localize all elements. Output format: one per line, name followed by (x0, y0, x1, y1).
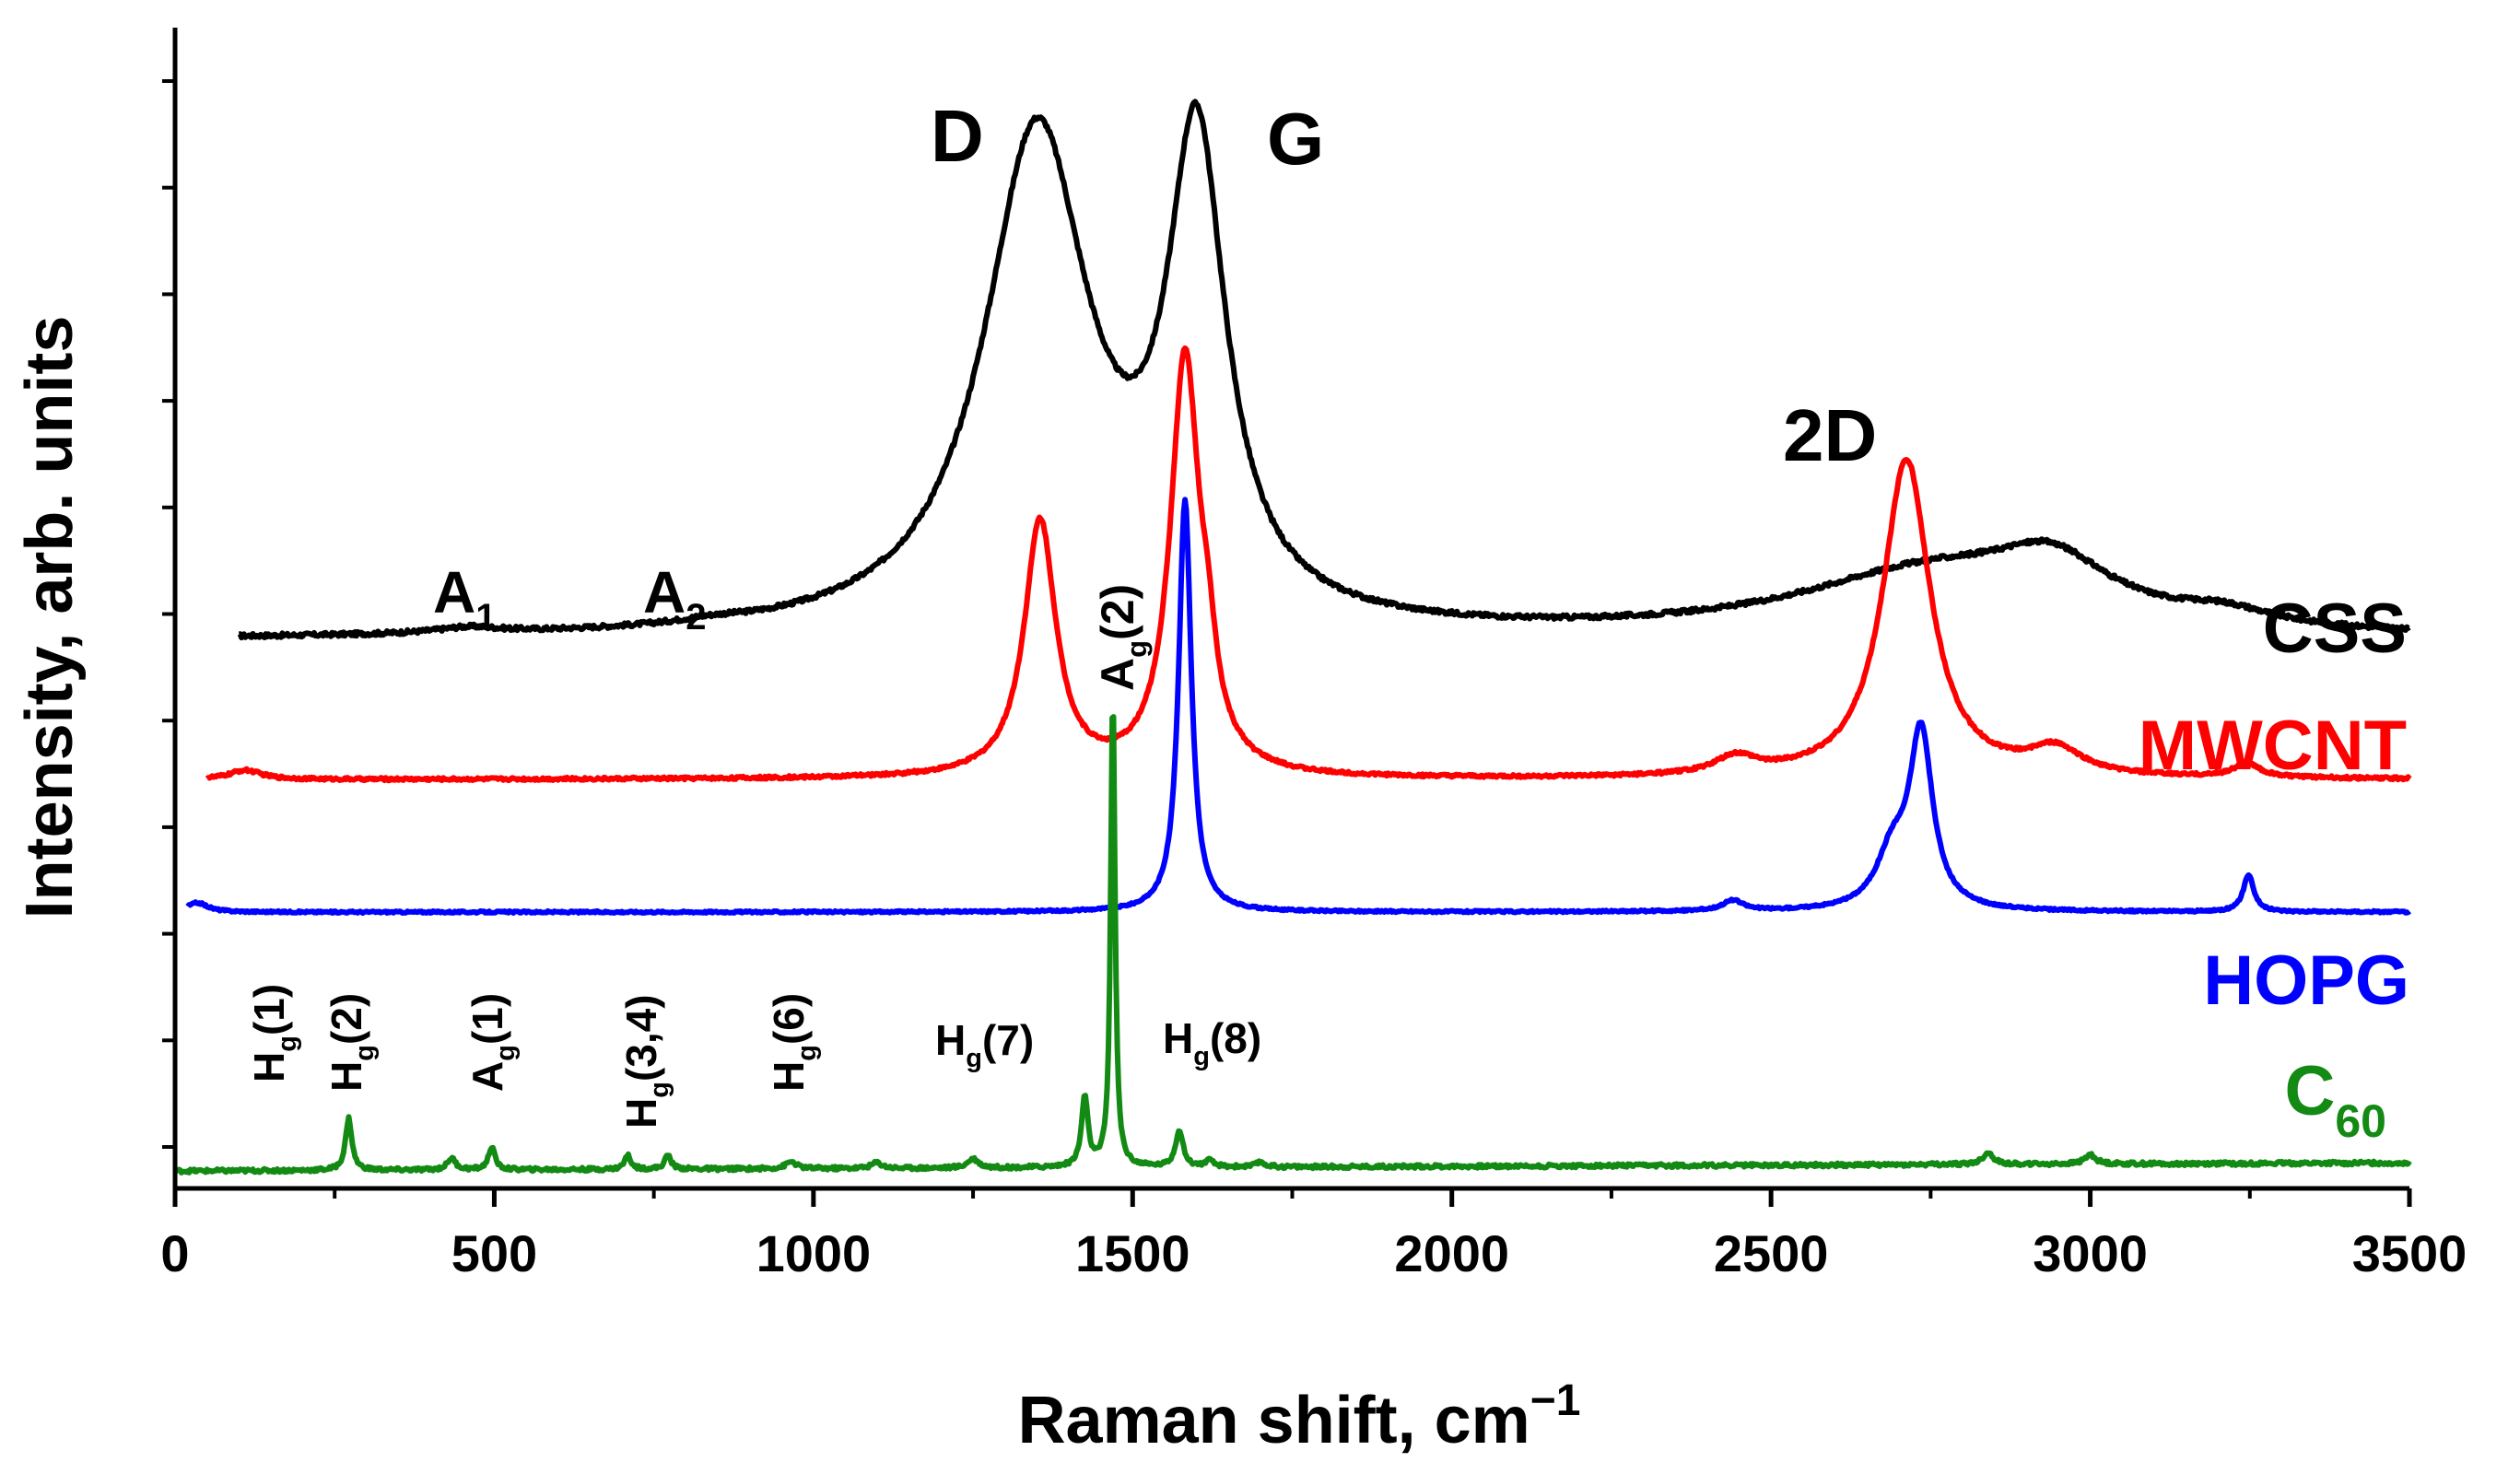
annotation-hg2: Hg(2) (322, 993, 380, 1092)
x-tick-label: 2000 (1394, 1224, 1509, 1282)
annotation-a2: A2 (643, 559, 706, 638)
annotation-hg7: Hg(7) (935, 1016, 1034, 1073)
x-tick-label: 3500 (2352, 1224, 2467, 1282)
axes-group: 0 500 1000 1500 2000 2500 3000 3500 (160, 28, 2467, 1282)
series-line-mwcnt (205, 345, 2412, 784)
x-tick-label: 3000 (2033, 1224, 2148, 1282)
series-label-c60: C60 (2284, 1052, 2386, 1147)
annotation-g: G (1267, 98, 1324, 180)
x-tick-label: 1000 (756, 1224, 872, 1282)
x-tick-label: 1500 (1075, 1224, 1190, 1282)
annotation-a1: A1 (433, 559, 496, 638)
annotation-ag2: Ag(2) (1092, 584, 1153, 691)
x-tick-label: 2500 (1714, 1224, 1829, 1282)
series-group (173, 99, 2412, 1176)
x-axis-label: Raman shift, cm−1 (1018, 1376, 1581, 1457)
series-label-mwcnt: MWCNT (2139, 707, 2407, 785)
x-axis-label-sup: −1 (1530, 1376, 1581, 1425)
series-line-hopg (185, 497, 2412, 916)
y-axis-label: Intensity, arb. units (13, 316, 87, 919)
series-label-css: CSS (2263, 590, 2407, 668)
x-tick-label: 0 (160, 1224, 189, 1282)
x-axis-label-main: Raman shift, cm (1018, 1384, 1530, 1457)
series-line-c60 (173, 714, 2412, 1176)
annotation-hg6: Hg(6) (765, 993, 822, 1092)
x-tick-label: 500 (451, 1224, 537, 1282)
series-labels-group: CSS MWCNT HOPG C60 (2139, 590, 2409, 1147)
annotation-hg8: Hg(8) (1163, 1014, 1261, 1071)
annotation-d: D (931, 95, 984, 177)
annotation-2d: 2D (1783, 394, 1877, 476)
series-line-css (237, 99, 2411, 641)
annotation-ag1: Ag(1) (463, 993, 521, 1092)
annotation-hg34: Hg(3,4) (617, 994, 674, 1129)
annotation-group: D G 2D A1 A2 Ag(2) Hg(1) Hg(2) Ag(1) Hg(3,4) Hg(6)… (245, 95, 1877, 1129)
annotation-hg1: Hg(1) (245, 984, 302, 1082)
series-label-hopg: HOPG (2203, 942, 2409, 1020)
